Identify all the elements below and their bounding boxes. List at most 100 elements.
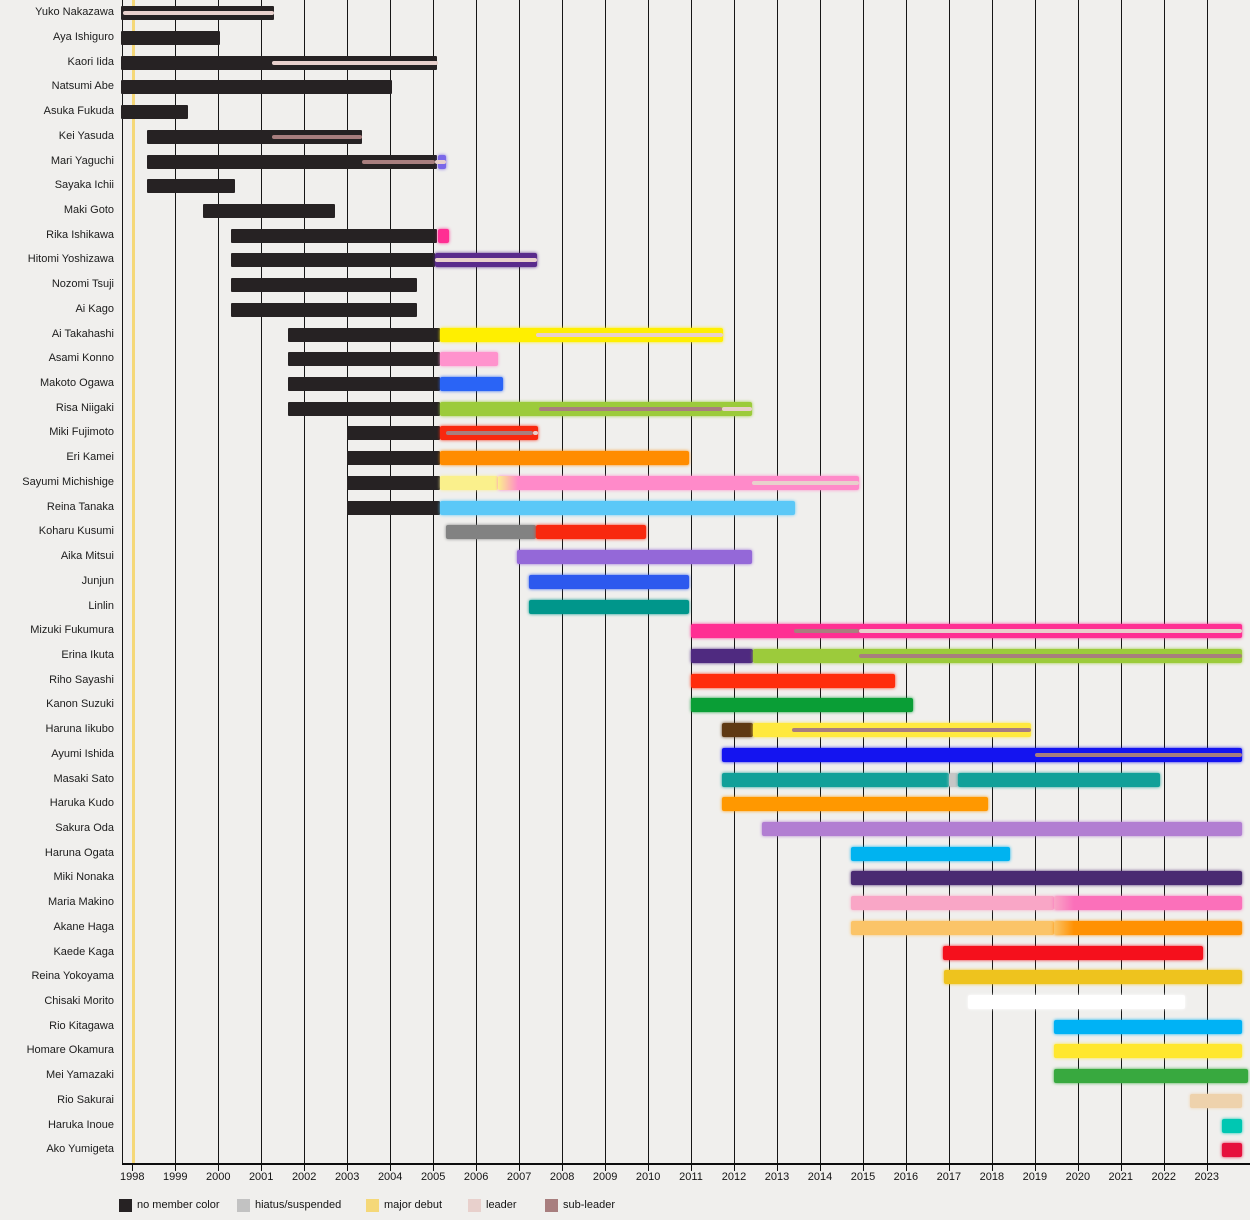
timeline-bar-segment [528, 599, 689, 614]
member-name-label: Yuko Nakazawa [35, 6, 114, 19]
member-name-label: Nozomi Tsuji [51, 278, 114, 291]
member-name-label: Maki Goto [63, 204, 114, 216]
x-axis-tick-label: 2022 [1151, 1171, 1177, 1183]
member-name-label: Homare Okamura [26, 1044, 114, 1057]
legend-label: leader [486, 1199, 517, 1211]
x-axis-tick-label: 2015 [850, 1171, 876, 1183]
year-gridline [863, 0, 864, 1163]
timeline-bar-segment [287, 327, 440, 342]
member-name-label: Riho Sayashi [49, 673, 114, 686]
x-axis-tick-label: 2013 [764, 1171, 790, 1183]
timeline-bar-segment [850, 871, 1242, 886]
timeline-bar-segment [762, 822, 1242, 836]
leader-stripe [272, 60, 438, 65]
x-axis-tick-label: 2012 [721, 1171, 747, 1183]
sub-leader-stripe [362, 159, 436, 164]
leader-stripe [435, 258, 538, 263]
member-name-label: Mari Yaguchi [50, 154, 114, 167]
timeline-bar-segment [943, 970, 1242, 985]
x-axis-tick [948, 1165, 950, 1171]
timeline-bar-segment [439, 500, 795, 515]
member-name-label: Eri Kamei [66, 451, 114, 464]
member-name-label: Rika Ishikawa [46, 228, 114, 241]
sub-leader-stripe [794, 629, 859, 634]
x-axis-tick-label: 2002 [291, 1171, 317, 1183]
x-axis-tick [777, 1165, 778, 1171]
x-axis-tick [905, 1165, 907, 1171]
x-axis-tick [261, 1165, 263, 1171]
timeline-bar-segment [121, 105, 189, 120]
x-axis-tick [648, 1165, 650, 1171]
year-gridline [347, 0, 349, 1163]
x-axis-tick [218, 1165, 220, 1171]
sub-leader-stripe [858, 653, 1242, 658]
member-name-label: Junjun [81, 574, 114, 587]
member-name-label: Haruna Ogata [44, 846, 114, 859]
member-name-label: Makoto Ogawa [40, 377, 114, 389]
leader-stripe [122, 11, 275, 16]
leader-stripe [752, 480, 859, 485]
timeline-bar-segment [121, 80, 393, 95]
year-gridline [991, 0, 993, 1163]
timeline-bar-segment [722, 747, 1242, 762]
sub-leader-stripe [792, 728, 1032, 733]
year-gridline [175, 0, 177, 1163]
legend-label: no member color [137, 1199, 220, 1211]
member-name-label: Aika Mitsui [60, 550, 114, 562]
x-axis-tick [433, 1165, 435, 1171]
year-gridline [948, 0, 950, 1163]
member-name-label: Masaki Sato [53, 772, 114, 785]
member-name-label: Chisaki Morito [44, 995, 114, 1007]
timeline-bar-segment [528, 574, 689, 589]
major-debut-line [132, 0, 136, 1163]
member-name-label: Asuka Fukuda [43, 105, 114, 118]
timeline-bar-segment [439, 377, 503, 391]
x-axis-tick-label: 2017 [936, 1171, 962, 1183]
sub-leader-stripe [272, 134, 363, 139]
timeline-bar-segment [439, 352, 498, 367]
x-axis-tick [1206, 1165, 1208, 1171]
x-axis-tick-label: 2018 [979, 1171, 1005, 1183]
x-axis-tick-label: 2021 [1108, 1171, 1134, 1183]
year-gridline [1034, 0, 1036, 1163]
timeline-bar-segment [850, 896, 1055, 911]
member-name-label: Koharu Kusumi [38, 525, 114, 538]
x-axis-tick [1163, 1165, 1165, 1171]
timeline-bar-segment [439, 451, 689, 466]
x-axis-tick-label: 2010 [635, 1171, 661, 1183]
x-axis-tick-label: 2023 [1194, 1171, 1220, 1183]
timeline-bar-segment [691, 648, 754, 663]
leader-stripe [722, 406, 753, 411]
timeline-bar-segment [439, 475, 498, 490]
timeline-bar-segment [1221, 1143, 1242, 1158]
year-gridline [261, 0, 263, 1163]
year-gridline [304, 0, 306, 1163]
plot-left-border [122, 0, 123, 1163]
member-name-label: Akane Haga [53, 920, 114, 933]
timeline-bar-segment [446, 525, 537, 540]
x-axis-tick [132, 1165, 134, 1171]
timeline-bar-segment [958, 772, 1161, 787]
timeline-bar-segment [942, 945, 1204, 960]
year-gridline [1163, 0, 1165, 1163]
x-axis-tick [734, 1165, 735, 1171]
x-axis-tick [1077, 1165, 1079, 1171]
timeline-bar-segment [1189, 1093, 1242, 1108]
timeline-bar-segment [967, 995, 1186, 1009]
sub-leader-stripe [538, 406, 722, 411]
x-axis-tick [304, 1165, 306, 1171]
timeline-bar-segment [231, 278, 417, 293]
timeline-bar-segment [497, 475, 859, 490]
x-axis-tick-label: 2006 [463, 1171, 489, 1183]
member-name-label: Natsumi Abe [51, 80, 114, 93]
member-name-label: Mei Yamazaki [45, 1069, 114, 1082]
timeline-bar-segment [1054, 1069, 1248, 1084]
x-axis-tick-label: 1998 [120, 1171, 145, 1183]
legend-swatch [366, 1199, 379, 1212]
timeline-bar-segment [691, 698, 914, 713]
x-axis-tick [1034, 1165, 1036, 1171]
timeline-bar-segment [722, 797, 988, 812]
x-axis-tick [175, 1165, 177, 1171]
timeline-bar-segment [1054, 1044, 1242, 1059]
